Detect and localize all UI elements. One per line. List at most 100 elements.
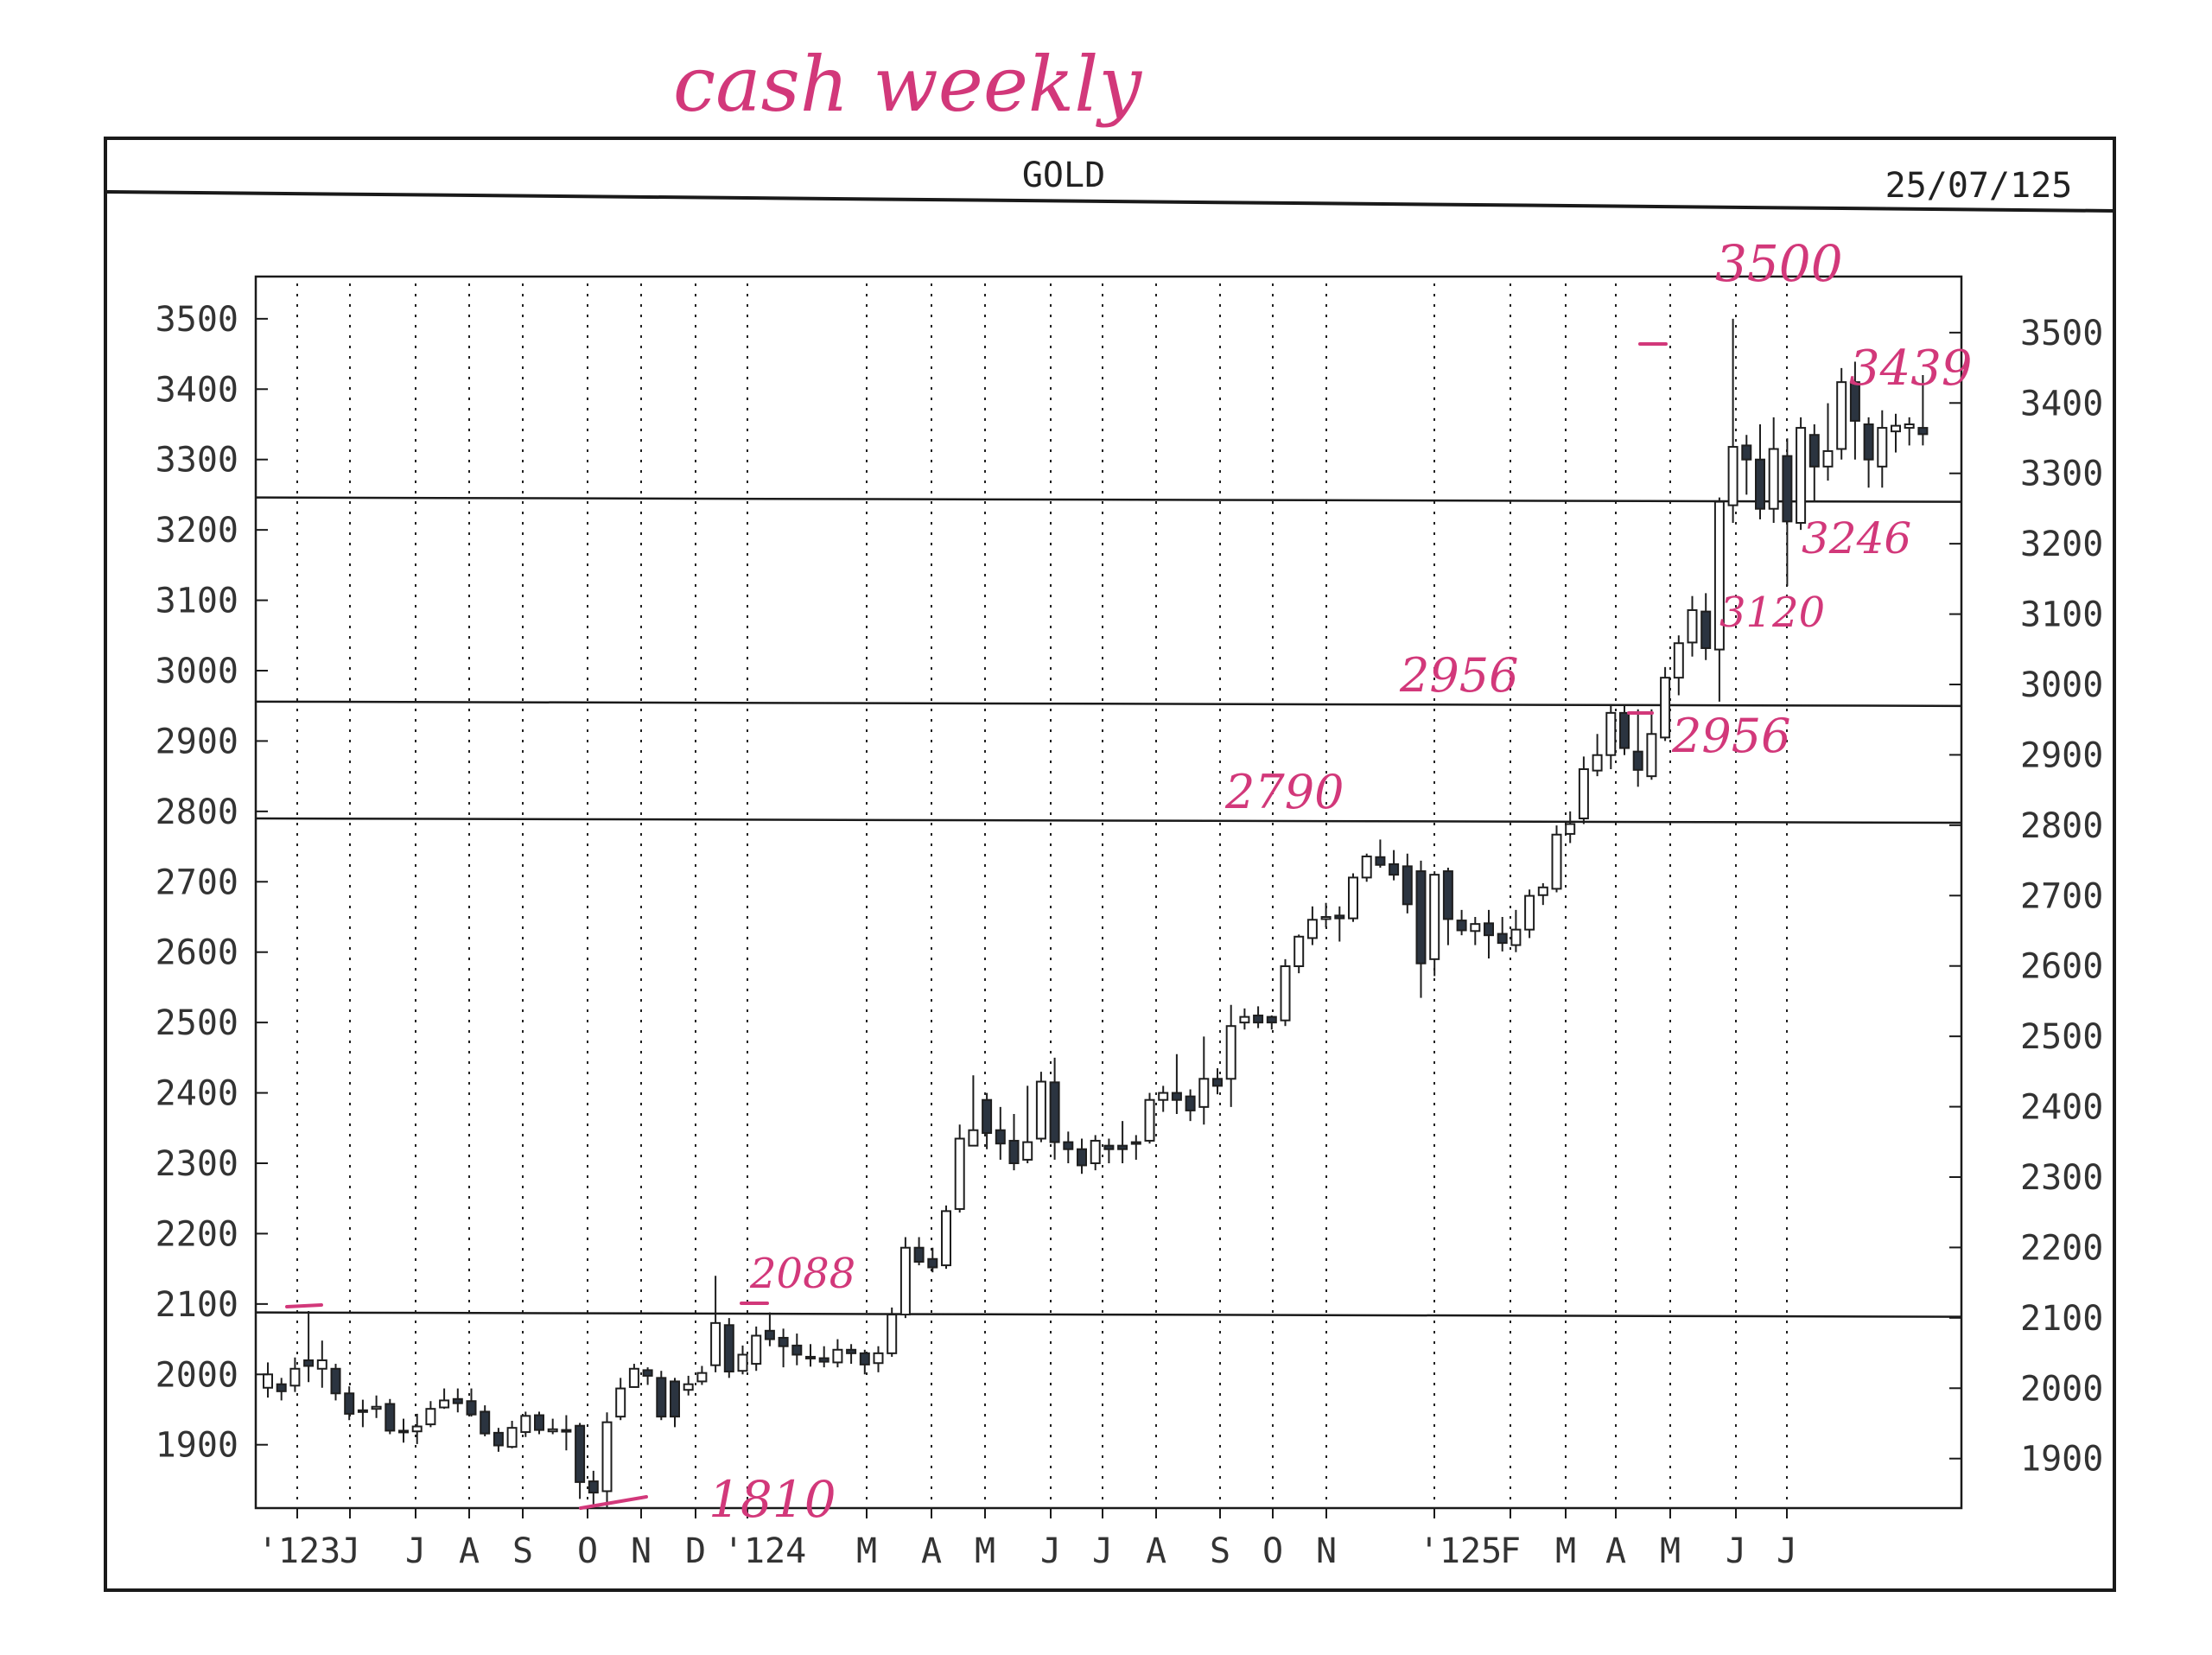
candle-102	[1646, 709, 1657, 780]
candle-13	[439, 1388, 450, 1410]
candle-61	[1090, 1135, 1101, 1171]
candles	[263, 318, 1929, 1508]
candle-74	[1266, 1015, 1277, 1030]
candle-body-down	[670, 1380, 680, 1418]
candle-body-down	[344, 1392, 355, 1415]
header-title: GOLD	[1022, 156, 1105, 195]
candle-37	[764, 1312, 775, 1346]
candle-body-down	[575, 1424, 586, 1483]
candle-body-down	[1442, 870, 1453, 920]
candle-38	[778, 1328, 789, 1368]
candle-body-down	[1917, 427, 1929, 436]
ytick-label-left-3500: 3500	[156, 300, 238, 340]
candle-body-up	[873, 1352, 884, 1365]
candle-100	[1619, 705, 1630, 755]
candle-14	[452, 1388, 463, 1413]
candle-52	[968, 1075, 979, 1147]
candle-103	[1660, 666, 1671, 742]
candle-body-up	[1578, 768, 1589, 819]
candle-body-down	[818, 1357, 830, 1363]
candle-body-down	[1484, 922, 1494, 937]
candle-body-down	[493, 1431, 504, 1447]
candle-body-down	[1497, 933, 1508, 945]
candle-body-up	[1239, 1015, 1250, 1024]
ytick-label-left-2800: 2800	[156, 792, 238, 832]
candle-120	[1891, 413, 1901, 453]
candle-9	[385, 1398, 396, 1435]
candle-body-down	[1863, 423, 1874, 461]
candle-8	[371, 1395, 382, 1418]
candle-40	[805, 1344, 816, 1367]
candle-body-down	[1415, 870, 1427, 964]
candle-body-down	[1103, 1144, 1115, 1150]
candle-body-down	[398, 1429, 409, 1434]
candle-body-down	[1008, 1139, 1020, 1165]
ytick-label-right-2800: 2800	[2020, 806, 2103, 846]
candle-110	[1755, 424, 1765, 519]
candle-body-up	[1673, 642, 1684, 679]
candle-body-up	[1768, 448, 1779, 510]
candle-body-down	[330, 1367, 341, 1395]
candle-119	[1877, 410, 1888, 488]
mark-1810	[579, 1495, 648, 1510]
candle-28	[642, 1367, 653, 1385]
candle-68	[1185, 1089, 1196, 1122]
candle-body-up	[1537, 886, 1548, 896]
candle-body-up	[832, 1348, 843, 1364]
candle-57	[1035, 1072, 1046, 1143]
ytick-label-right-2000: 2000	[2020, 1369, 2103, 1409]
candle-body-up	[520, 1415, 531, 1434]
candle-33	[710, 1276, 721, 1372]
handwritten-title: cash weekly	[673, 40, 1143, 129]
candle-98	[1592, 734, 1603, 777]
ytick-label-right-2600: 2600	[2020, 947, 2103, 987]
xtick-label-14: A	[1146, 1531, 1166, 1571]
candle-121	[1904, 417, 1915, 446]
candle-body-up	[601, 1421, 613, 1493]
xtick-label-8: '124	[723, 1531, 806, 1571]
candle-80	[1348, 873, 1358, 922]
candle-body-down	[1334, 914, 1345, 920]
candle-body-down	[1077, 1148, 1087, 1167]
candle-body-up	[411, 1425, 423, 1433]
candle-body-up	[1225, 1025, 1236, 1080]
candle-body-down	[1266, 1015, 1277, 1024]
ytick-label-right-1900: 1900	[2020, 1440, 2103, 1480]
xtick-label-23: J	[1726, 1531, 1746, 1571]
candle-48	[913, 1237, 925, 1266]
candle-body-up	[1306, 919, 1318, 939]
candle-97	[1578, 756, 1589, 824]
candle-65	[1144, 1092, 1155, 1144]
candle-body-up	[1891, 424, 1901, 433]
candle-body-down	[1389, 863, 1400, 876]
candle-body-up	[1904, 423, 1915, 430]
annotation-3439: 3439	[1849, 341, 1973, 397]
candle-body-down	[1402, 865, 1413, 906]
annotation-3500: 3500	[1715, 234, 1843, 293]
candle-body-down	[588, 1480, 599, 1494]
candle-26	[615, 1378, 626, 1421]
candle-body-up	[1294, 935, 1305, 968]
candle-115	[1822, 403, 1834, 481]
candle-7	[357, 1399, 368, 1428]
candle-10	[398, 1418, 409, 1443]
candle-18	[506, 1421, 518, 1448]
ytick-label-left-2900: 2900	[156, 722, 238, 761]
candle-body-down	[723, 1324, 734, 1373]
ytick-label-right-3000: 3000	[2020, 665, 2103, 705]
xtick-label-5: O	[577, 1531, 598, 1571]
candle-6	[344, 1386, 355, 1421]
candle-body-up	[1429, 874, 1440, 960]
candle-body-up	[1022, 1141, 1033, 1161]
xtick-label-11: M	[975, 1531, 995, 1571]
candle-body-down	[805, 1355, 816, 1359]
candle-75	[1280, 958, 1291, 1027]
candle-77	[1306, 906, 1318, 945]
ytick-label-right-2400: 2400	[2020, 1088, 2103, 1128]
xtick-label-3: A	[459, 1531, 480, 1571]
candle-73	[1253, 1006, 1264, 1028]
candle-71	[1225, 1004, 1236, 1107]
candle-body-down	[927, 1257, 938, 1269]
candle-body-down	[1700, 610, 1712, 649]
